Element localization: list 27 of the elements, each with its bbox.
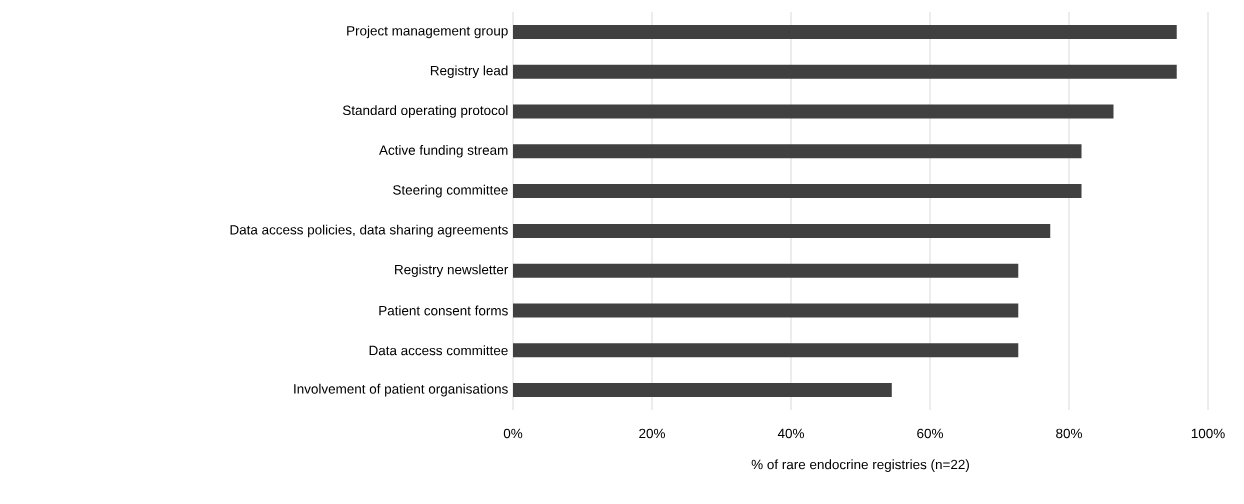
x-tick-label: 100% [1191,428,1225,439]
y-tick-label: Data access committee [369,345,508,356]
bar [513,64,1177,79]
y-tick-label: Project management group [347,25,508,39]
y-tick-label: Active funding stream [379,145,508,158]
bar [513,104,1114,119]
x-tick-label: 80% [1056,428,1082,439]
bar [513,303,1019,318]
x-tick-label: 20% [639,428,665,439]
y-tick-label: Steering committee [393,184,508,198]
y-tick-label: Patient consent forms [379,305,508,316]
x-tick-label: 0% [503,428,523,439]
bar [513,263,1019,278]
y-tick-label: Registry newsletter [395,264,509,277]
x-tick-label: 40% [777,428,804,439]
bar [513,343,1019,358]
bar [513,223,1051,238]
y-tick-label: Registry lead [430,65,508,78]
x-tick-label: 60% [917,428,943,439]
bar [513,24,1177,39]
y-tick-label: Standard operating protocol [342,105,508,118]
y-tick-label: Data access policies, data sharing agreements [230,224,508,238]
bar [513,184,1082,199]
y-tick-label: Involvement of patient organisations [294,383,508,397]
bar [513,144,1082,159]
bar [513,383,892,398]
x-axis-title: % of rare endocrine registries (n=22) [751,459,969,472]
